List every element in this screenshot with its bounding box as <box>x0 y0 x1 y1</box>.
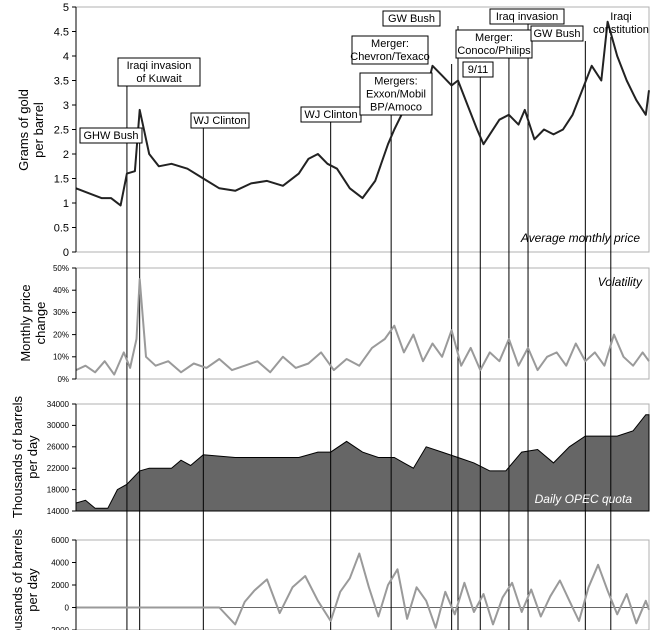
panel-1-series-line <box>75 278 650 376</box>
annotation-label: Iraqi <box>610 11 631 23</box>
quota-area-layer <box>75 414 650 512</box>
annotation-box <box>530 25 584 42</box>
panel-0-tick-label: 4 <box>63 51 69 63</box>
panel-2-tick-label: 34000 <box>47 400 70 409</box>
panel-0-tick-label: 3 <box>63 100 69 112</box>
annotation-label: GHW Bush <box>83 130 138 142</box>
y-title-line: per day <box>25 435 40 479</box>
annotation-label: Iraq invasion <box>496 11 558 23</box>
annotation-box <box>351 35 429 65</box>
annotation-label: Exxon/Mobil <box>366 89 426 101</box>
panel-3-y-title: Thousands of barrelsper day <box>10 528 40 630</box>
quota-area <box>75 414 650 512</box>
annotation-label: BP/Amoco <box>370 102 422 114</box>
panel-0-tick-label: 3.5 <box>54 75 69 87</box>
y-title-line: Grams of gold <box>16 89 31 171</box>
panel-2-y-title: Thousands of barrelsper day <box>10 395 40 518</box>
panel-3-tick-label: 2000 <box>51 581 69 590</box>
panel-3-tick-label: -2000 <box>49 626 70 630</box>
event-lines-layer <box>126 24 612 630</box>
annotation-label: of Kuwait <box>136 73 181 85</box>
panel-0-tick-label: 1 <box>63 198 69 210</box>
panel-0-tick-label: 0.5 <box>54 222 69 234</box>
panel-1-tick-label: 10% <box>53 353 69 362</box>
annotation-label: constitution <box>593 24 649 36</box>
y-title-line: change <box>33 302 48 345</box>
panel-3-tick-label: 4000 <box>51 558 69 567</box>
panel-3-tick-label: 6000 <box>51 536 69 545</box>
panel-2-tick-label: 22000 <box>47 464 70 473</box>
panel-1-tick-label: 0% <box>57 375 69 384</box>
y-title-line: Monthly price <box>18 284 33 361</box>
annotation-box <box>190 112 250 129</box>
annotation-label: WJ Clinton <box>304 109 357 121</box>
panel-1-tick-label: 30% <box>53 308 69 317</box>
panel-2-title: Daily OPEC quota <box>535 492 633 506</box>
panel-0-tick-label: 1.5 <box>54 173 69 185</box>
annotation-label: WJ Clinton <box>193 115 246 127</box>
annotation-label: Chevron/Texaco <box>350 51 430 63</box>
panel-0-tick-label: 5 <box>63 2 69 14</box>
annotation-box <box>359 72 433 116</box>
panel-1-tick-label: 40% <box>53 286 69 295</box>
annotation-label: Merger: <box>371 38 409 50</box>
annotation-box <box>455 29 533 59</box>
panel-1-tick-label: 20% <box>53 330 69 339</box>
annotation-label: Iraqi invasion <box>127 60 192 72</box>
annotation-box <box>462 61 494 78</box>
panel-1-y-title: Monthly pricechange <box>18 284 48 361</box>
panel-0-tick-label: 2.5 <box>54 124 69 136</box>
annotation-box <box>489 8 565 25</box>
panel-3-tick-label: 0 <box>65 603 70 612</box>
panel-2-tick-label: 30000 <box>47 421 70 430</box>
annotation-label: 9/11 <box>468 64 489 76</box>
annotation-label: Conoco/Philips <box>457 45 531 57</box>
annotation-box <box>79 127 143 144</box>
panel-1-tick-label: 50% <box>53 264 69 273</box>
annotation-label: GW Bush <box>388 13 435 25</box>
y-title-line: per day <box>25 568 40 612</box>
y-title-line: per barrel <box>31 102 46 158</box>
axes-layer: 0 0.5 1 1.5 2 2.5 3 3.5 4 4.5 5 Grams of goldper ba… <box>10 2 643 630</box>
annotation-label: Merger: <box>475 32 513 44</box>
panel-0-tick-label: 0 <box>63 247 69 259</box>
panel-3-series-line <box>76 552 650 629</box>
annotation-box <box>382 10 441 27</box>
panel-0-title: Average monthly price <box>520 231 641 245</box>
panel-0-tick-label: 4.5 <box>54 26 69 38</box>
annotation-label: GW Bush <box>533 28 580 40</box>
y-title-line: Thousands of barrels <box>10 395 25 518</box>
panel-2-tick-label: 18000 <box>47 485 70 494</box>
panel-1-title: Volatility <box>598 275 643 289</box>
panel-0-tick-label: 2 <box>63 149 69 161</box>
y-title-line: Thousands of barrels <box>10 528 25 630</box>
panel-2-tick-label: 26000 <box>47 443 70 452</box>
annotation-box <box>117 57 201 87</box>
panel-2-tick-label: 14000 <box>47 507 70 516</box>
panel-0-y-title: Grams of goldper barrel <box>16 89 46 171</box>
annotation-label: Mergers: <box>374 76 417 88</box>
